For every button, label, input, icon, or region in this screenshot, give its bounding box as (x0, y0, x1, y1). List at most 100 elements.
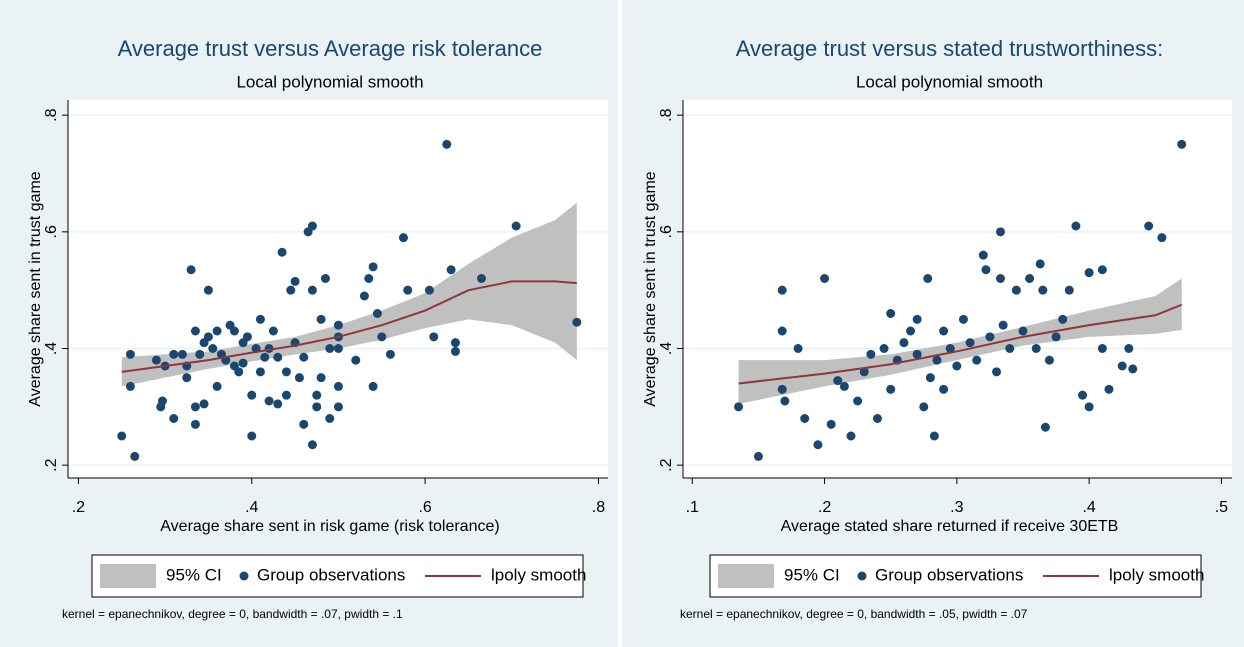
data-point (813, 440, 823, 450)
data-point (307, 221, 317, 231)
data-point (932, 355, 942, 365)
data-point (886, 309, 896, 318)
data-point (1104, 384, 1114, 394)
data-point (242, 332, 252, 342)
data-point (793, 344, 803, 353)
legend-swatch (857, 571, 867, 581)
ci-band (738, 278, 1182, 404)
data-point (169, 349, 179, 359)
data-point (398, 233, 408, 243)
data-point (1124, 344, 1134, 353)
data-point (442, 139, 452, 149)
data-point (277, 247, 287, 257)
data-point (1097, 344, 1107, 353)
y-tick-label: .2 (43, 458, 60, 471)
data-point (777, 285, 787, 295)
data-point (939, 384, 949, 394)
legend-label: 95% CI (166, 565, 222, 584)
data-point (846, 431, 856, 441)
data-point (403, 285, 413, 295)
legend-label: lpoly smooth (1109, 565, 1204, 584)
chart-title: Average trust versus stated trustworthin… (736, 36, 1164, 61)
data-point (450, 346, 460, 356)
data-point (1117, 361, 1127, 371)
data-point (247, 431, 257, 441)
note: kernel = epanechnikov, degree = 0, bandw… (62, 607, 403, 621)
data-point (1031, 344, 1041, 353)
x-tick-label: .3 (950, 499, 963, 516)
data-point (925, 373, 935, 383)
data-point (229, 326, 239, 336)
data-point (429, 332, 439, 342)
data-point (117, 431, 127, 441)
data-point (151, 355, 161, 365)
data-point (929, 431, 939, 441)
y-tick-label: .8 (658, 108, 675, 121)
data-point (1128, 364, 1138, 374)
chart-title: Average trust versus Average risk tolera… (118, 36, 543, 61)
x-tick-label: .8 (592, 499, 605, 516)
data-point (859, 367, 869, 377)
x-tick-label: .2 (818, 499, 831, 516)
data-point (234, 367, 244, 377)
data-point (995, 274, 1005, 283)
data-point (281, 367, 291, 377)
data-point (899, 338, 909, 348)
data-point (998, 320, 1008, 330)
plot-area (683, 100, 1232, 478)
y-axis-title: Average share sent in trust game (27, 171, 44, 406)
data-point (359, 291, 369, 301)
data-point (1018, 326, 1028, 336)
data-point (372, 309, 382, 318)
data-point (307, 285, 317, 295)
data-point (299, 419, 309, 429)
data-point (286, 285, 296, 295)
data-point (1078, 390, 1088, 400)
chart-subtitle: Local polynomial smooth (856, 72, 1043, 91)
data-point (985, 332, 995, 342)
data-point (1025, 274, 1035, 283)
data-point (130, 451, 140, 461)
data-point (312, 402, 322, 412)
data-point (446, 265, 456, 275)
data-point (1097, 265, 1107, 275)
data-point (1005, 344, 1015, 353)
data-point (572, 317, 582, 327)
data-point (169, 414, 179, 423)
data-point (157, 396, 167, 406)
data-point (273, 352, 283, 362)
data-point (939, 326, 949, 336)
y-tick-label: .2 (658, 458, 675, 471)
data-point (264, 396, 274, 406)
data-point (299, 352, 309, 362)
data-point (476, 274, 486, 283)
data-point (203, 285, 213, 295)
data-point (879, 344, 889, 353)
data-point (1071, 221, 1081, 231)
smooth-line (738, 303, 1183, 385)
data-point (186, 265, 196, 275)
data-point (1084, 268, 1094, 278)
data-point (923, 274, 933, 283)
data-point (1038, 285, 1048, 295)
data-point (385, 349, 395, 359)
data-point (199, 399, 209, 409)
data-point (1177, 139, 1187, 149)
data-point (212, 326, 222, 336)
data-point (364, 274, 374, 283)
data-point (919, 402, 929, 412)
data-point (377, 332, 387, 342)
data-point (1157, 233, 1167, 243)
x-tick-label: .5 (1215, 499, 1228, 516)
data-point (965, 338, 975, 348)
x-tick-label: .6 (418, 499, 431, 516)
data-point (1064, 285, 1074, 295)
data-point (1058, 314, 1068, 324)
data-point (255, 314, 265, 324)
note: kernel = epanechnikov, degree = 0, bandw… (680, 607, 1028, 621)
legend-box (709, 554, 1202, 598)
data-point (325, 344, 335, 353)
data-point (290, 276, 300, 286)
data-point (368, 262, 378, 272)
